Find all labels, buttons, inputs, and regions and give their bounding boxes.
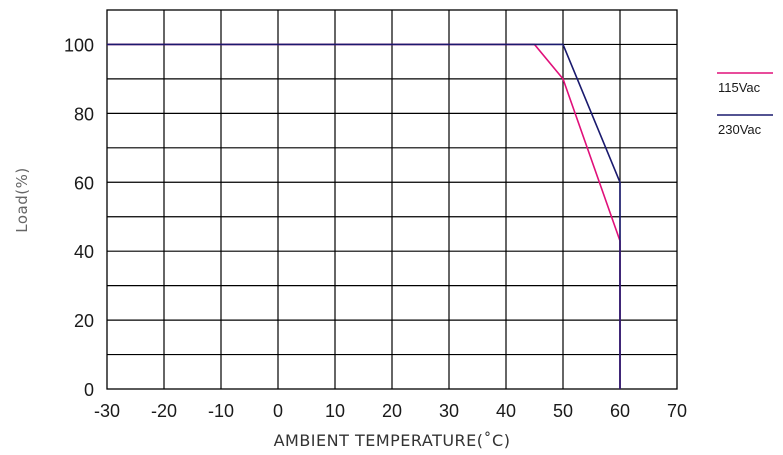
y-tick-label-0: 0: [84, 380, 94, 400]
legend-label-230vac: 230Vac: [718, 122, 762, 137]
grid-lines: [107, 10, 677, 389]
plot-area: [106, 9, 678, 390]
x-tick-label-2: -10: [208, 401, 234, 421]
x-tick-label-7: 40: [496, 401, 516, 421]
series-lines: [107, 43, 621, 389]
x-tick-label-3: 0: [273, 401, 283, 421]
y-tick-labels: 0 20 40 60 80 100: [64, 35, 94, 400]
x-tick-label-4: 10: [325, 401, 345, 421]
y-tick-label-2: 40: [74, 242, 94, 262]
y-tick-label-3: 60: [74, 173, 94, 193]
x-tick-label-8: 50: [553, 401, 573, 421]
x-tick-label-5: 20: [382, 401, 402, 421]
series-line-230vac: [107, 43, 621, 389]
x-tick-labels: -30 -20 -10 0 10 20 30 40 50 60 70: [94, 401, 687, 421]
y-tick-label-1: 20: [74, 311, 94, 331]
x-tick-label-1: -20: [151, 401, 177, 421]
legend-label-115vac: 115Vac: [718, 80, 761, 95]
y-axis-label: Load(%): [13, 167, 31, 232]
x-axis-label: AMBIENT TEMPERATURE(˚C): [274, 431, 511, 450]
x-tick-label-10: 70: [667, 401, 687, 421]
x-tick-label-6: 30: [439, 401, 459, 421]
x-tick-label-0: -30: [94, 401, 120, 421]
x-tick-label-9: 60: [610, 401, 630, 421]
y-tick-label-5: 100: [64, 35, 94, 55]
legend: 115Vac 230Vac: [717, 72, 773, 137]
y-tick-label-4: 80: [74, 104, 94, 124]
